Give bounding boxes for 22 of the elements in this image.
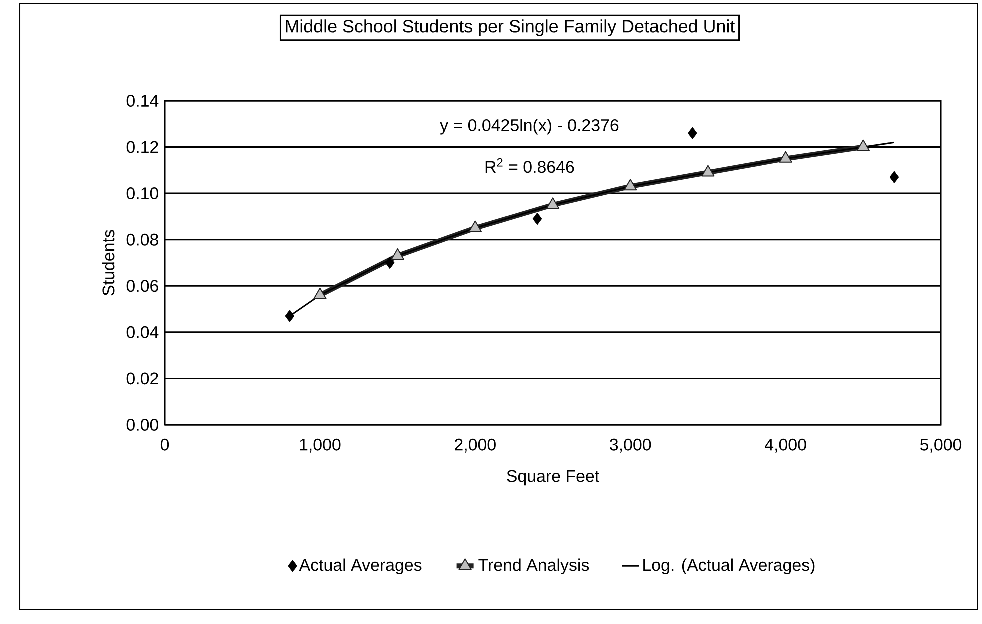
- y-tick-label: 0.10: [126, 188, 159, 200]
- y-tick-label: 0.06: [126, 280, 158, 292]
- x-tick-label: 4,000: [765, 438, 806, 453]
- x-axis-title: Square Feet: [507, 470, 600, 486]
- y-tick-label: 0.08: [126, 234, 158, 246]
- y-axis-title: Students: [102, 230, 115, 296]
- x-tick-label: 1,000: [300, 438, 341, 453]
- x-tick-label: 2,000: [455, 438, 496, 453]
- legend-label: Log. (Actual Averages): [644, 558, 815, 575]
- x-tick-label: 0: [160, 438, 170, 451]
- annotation: y = 0.0425ln(x) - 0.2376: [440, 119, 619, 135]
- y-tick-label: 0.04: [126, 326, 159, 338]
- y-tick-label: 0.00: [126, 418, 159, 431]
- y-tick-label: 0.12: [126, 141, 158, 154]
- x-tick-label: 3,000: [610, 438, 652, 453]
- legend-label: Trend Analysis: [478, 558, 590, 575]
- annotation: R$^{2}$ = 0.8646: [486, 158, 574, 174]
- x-tick-label: 5,000: [920, 438, 962, 453]
- legend-label: Actual Averages: [299, 558, 422, 575]
- y-tick-label: 0.14: [126, 94, 159, 107]
- chart-title: Middle School Students per Single Family Detached Unit: [286, 20, 736, 36]
- y-tick-label: 0.02: [126, 372, 158, 385]
